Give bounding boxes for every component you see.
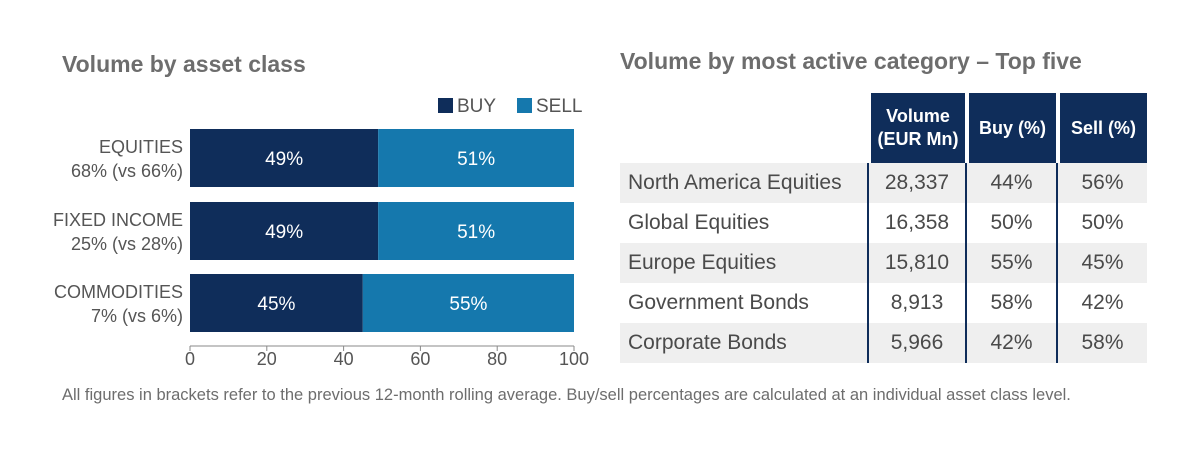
row-volume: 16,358: [867, 203, 965, 243]
row-category: Government Bonds: [628, 291, 809, 314]
header-volume-line2: (EUR Mn): [877, 129, 959, 149]
row-volume: 8,913: [867, 283, 965, 323]
row-category: Europe Equities: [620, 243, 867, 283]
asset-class-chart: BUY SELL 49% 51% EQUITIES 68% (vs 66%) 49% 51% F…: [53, 96, 589, 369]
row-buy: 42%: [965, 323, 1056, 363]
bar-data-label: 45%: [257, 294, 295, 315]
row-buy: 50%: [965, 203, 1056, 243]
table-row: North America Equities 28,337 44% 56%: [620, 163, 1147, 203]
header-sell: Sell (%): [1056, 93, 1147, 163]
bar-sell: [362, 274, 574, 332]
row-category: North America Equities: [620, 163, 867, 203]
legend-swatch-buy: [438, 98, 453, 113]
bar-data-label: 51%: [457, 222, 495, 243]
x-tick-label: 60: [410, 349, 430, 369]
table-header-row: Volume (EUR Mn) Buy (%) Sell (%): [620, 93, 1147, 163]
bar-data-label: 49%: [265, 149, 303, 170]
header-volume: Volume (EUR Mn): [867, 93, 965, 163]
bar-sell: [378, 129, 574, 187]
category-label: EQUITIES: [99, 137, 183, 157]
x-tick-label: 0: [185, 349, 195, 369]
row-buy: 58%: [965, 283, 1056, 323]
bar-data-label: 49%: [265, 222, 303, 243]
bar-buy: [190, 274, 363, 332]
row-sell: 58%: [1056, 323, 1147, 363]
legend-swatch-sell: [517, 98, 532, 113]
row-sell: 42%: [1056, 283, 1147, 323]
x-tick-label: 80: [487, 349, 507, 369]
bar-sell: [378, 202, 574, 260]
table-row: Europe Equities 15,810 55% 45%: [620, 243, 1147, 283]
x-tick-label: 100: [559, 349, 589, 369]
bar-data-label: 55%: [449, 294, 487, 315]
category-share-label: 25% (vs 28%): [71, 234, 183, 254]
header-volume-line1: Volume: [886, 106, 950, 126]
bar-data-label: 51%: [457, 149, 495, 170]
row-sell: 45%: [1056, 243, 1147, 283]
category-label: COMMODITIES: [54, 282, 183, 302]
row-sell: 50%: [1056, 203, 1147, 243]
row-buy: 44%: [965, 163, 1056, 203]
table-row: Global Equities 16,358 50% 50%: [620, 203, 1147, 243]
category-share-label: 7% (vs 6%): [91, 306, 183, 326]
footnote: All figures in brackets refer to the pre…: [62, 386, 1071, 404]
category-share-label: 68% (vs 66%): [71, 161, 183, 181]
row-category: Corporate Bonds: [620, 323, 867, 363]
row-volume: 15,810: [867, 243, 965, 283]
bar-buy: [190, 129, 379, 187]
header-buy: Buy (%): [965, 93, 1056, 163]
x-tick-label: 40: [334, 349, 354, 369]
row-sell: 56%: [1056, 163, 1147, 203]
legend-label-sell: SELL: [536, 96, 582, 117]
category-label: FIXED INCOME: [53, 210, 183, 230]
header-blank: [620, 93, 867, 163]
row-volume: 5,966: [867, 323, 965, 363]
legend-label-buy: BUY: [457, 96, 496, 117]
x-tick-label: 20: [257, 349, 277, 369]
table-title: Volume by most active category – Top fiv…: [620, 48, 1082, 74]
row-category: Global Equities: [628, 211, 770, 234]
bar-buy: [190, 202, 379, 260]
row-volume: 28,337: [867, 163, 965, 203]
table-row: Government Bonds 8,913 58% 42%: [620, 283, 1147, 323]
chart-title: Volume by asset class: [62, 51, 306, 77]
top-five-table: Volume (EUR Mn) Buy (%) Sell (%) North A…: [620, 93, 1147, 363]
table-row: Corporate Bonds 5,966 42% 58%: [620, 323, 1147, 363]
row-buy: 55%: [965, 243, 1056, 283]
